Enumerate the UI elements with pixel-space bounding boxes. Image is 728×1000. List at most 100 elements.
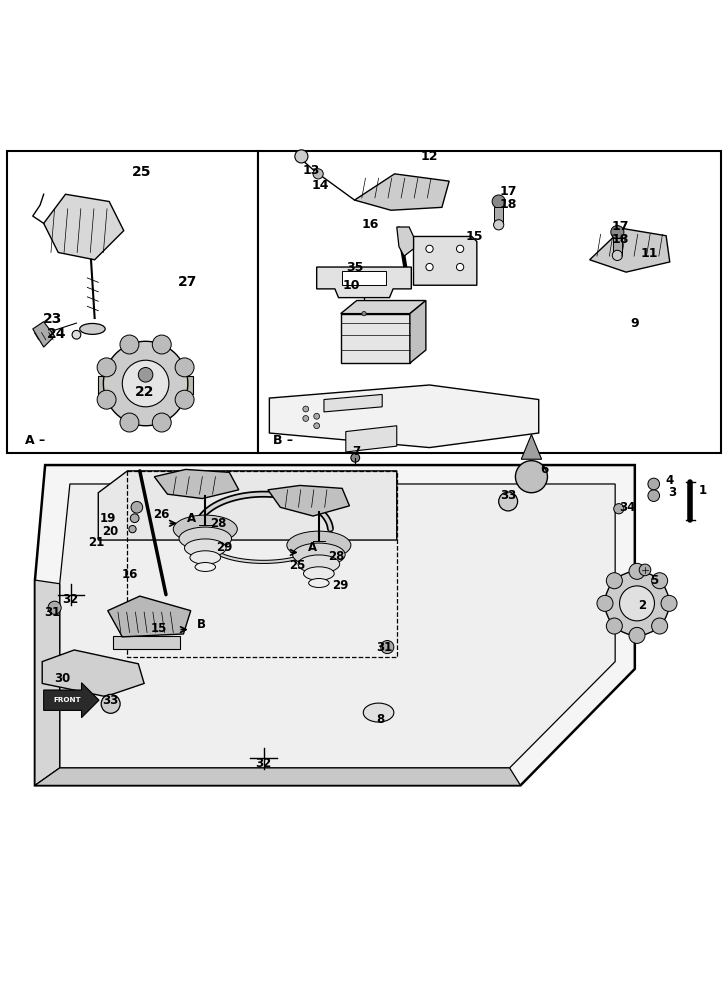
Polygon shape: [414, 236, 477, 285]
Circle shape: [120, 413, 139, 432]
Polygon shape: [397, 227, 414, 256]
Polygon shape: [44, 683, 99, 718]
Polygon shape: [324, 394, 382, 412]
Text: 20: 20: [103, 525, 119, 538]
Text: 25: 25: [289, 559, 305, 572]
Circle shape: [652, 618, 668, 634]
Text: 17: 17: [499, 185, 517, 198]
Text: 35: 35: [347, 261, 364, 274]
Circle shape: [130, 514, 139, 523]
Text: 18: 18: [612, 233, 629, 246]
Text: 15: 15: [151, 622, 167, 635]
Ellipse shape: [309, 579, 329, 587]
Text: 27: 27: [178, 275, 197, 289]
Text: FRONT: FRONT: [53, 697, 81, 703]
Text: 6: 6: [540, 463, 549, 476]
Text: 17: 17: [612, 220, 629, 233]
Circle shape: [426, 263, 433, 271]
Circle shape: [175, 358, 194, 377]
Circle shape: [359, 309, 369, 319]
Polygon shape: [341, 301, 426, 314]
Circle shape: [313, 169, 323, 179]
Circle shape: [101, 694, 120, 713]
Circle shape: [314, 413, 320, 419]
Circle shape: [605, 571, 669, 635]
Circle shape: [597, 595, 613, 611]
Circle shape: [456, 263, 464, 271]
Text: 13: 13: [303, 164, 320, 177]
Ellipse shape: [293, 543, 345, 566]
Text: 8: 8: [376, 713, 384, 726]
Text: A: A: [187, 512, 197, 525]
Bar: [613, 238, 622, 254]
Text: 11: 11: [641, 247, 658, 260]
Text: 34: 34: [620, 501, 636, 514]
Polygon shape: [355, 174, 449, 210]
Text: 24: 24: [47, 327, 66, 341]
Text: 33: 33: [103, 694, 119, 707]
Polygon shape: [317, 267, 411, 298]
Circle shape: [314, 423, 320, 429]
Circle shape: [362, 311, 366, 316]
Ellipse shape: [179, 527, 232, 550]
Circle shape: [661, 595, 677, 611]
Circle shape: [175, 390, 194, 409]
Circle shape: [648, 478, 660, 490]
Text: 12: 12: [421, 150, 438, 163]
Circle shape: [122, 360, 169, 407]
Text: A –: A –: [25, 434, 46, 447]
Circle shape: [606, 573, 622, 589]
Text: 25: 25: [132, 165, 151, 179]
Text: B –: B –: [273, 434, 293, 447]
Circle shape: [611, 226, 624, 239]
Text: 31: 31: [376, 641, 392, 654]
Polygon shape: [98, 376, 193, 394]
Ellipse shape: [195, 562, 215, 571]
Circle shape: [629, 563, 645, 579]
Polygon shape: [154, 469, 239, 499]
Text: 3: 3: [668, 486, 677, 499]
Circle shape: [515, 461, 547, 493]
Text: 28: 28: [328, 550, 344, 563]
Text: 7: 7: [352, 445, 361, 458]
Ellipse shape: [298, 555, 340, 573]
Polygon shape: [35, 768, 521, 785]
Circle shape: [303, 406, 309, 412]
Polygon shape: [35, 580, 60, 785]
Text: 16: 16: [361, 218, 379, 231]
Circle shape: [72, 330, 81, 339]
Text: 15: 15: [466, 230, 483, 243]
Circle shape: [303, 416, 309, 421]
Text: 33: 33: [500, 489, 516, 502]
Polygon shape: [346, 426, 397, 452]
Ellipse shape: [190, 551, 221, 564]
Circle shape: [129, 525, 136, 533]
Circle shape: [606, 618, 622, 634]
Text: 10: 10: [342, 279, 360, 292]
Circle shape: [131, 501, 143, 513]
Text: 29: 29: [216, 541, 232, 554]
Polygon shape: [521, 434, 542, 459]
Text: 30: 30: [55, 672, 71, 685]
Circle shape: [120, 335, 139, 354]
Text: B: B: [197, 618, 205, 631]
Ellipse shape: [80, 323, 106, 334]
Circle shape: [620, 586, 654, 621]
Polygon shape: [60, 484, 615, 768]
Polygon shape: [42, 650, 144, 697]
Circle shape: [499, 492, 518, 511]
Circle shape: [152, 335, 171, 354]
Polygon shape: [108, 596, 191, 637]
Text: 21: 21: [88, 536, 104, 549]
Circle shape: [48, 601, 61, 614]
Text: 23: 23: [43, 312, 62, 326]
Circle shape: [97, 358, 116, 377]
Ellipse shape: [304, 567, 334, 580]
Bar: [341, 314, 410, 363]
Circle shape: [614, 504, 624, 514]
Polygon shape: [269, 385, 539, 448]
Ellipse shape: [173, 515, 237, 543]
Text: 29: 29: [333, 579, 349, 592]
Ellipse shape: [287, 531, 351, 559]
Text: 5: 5: [649, 574, 658, 587]
